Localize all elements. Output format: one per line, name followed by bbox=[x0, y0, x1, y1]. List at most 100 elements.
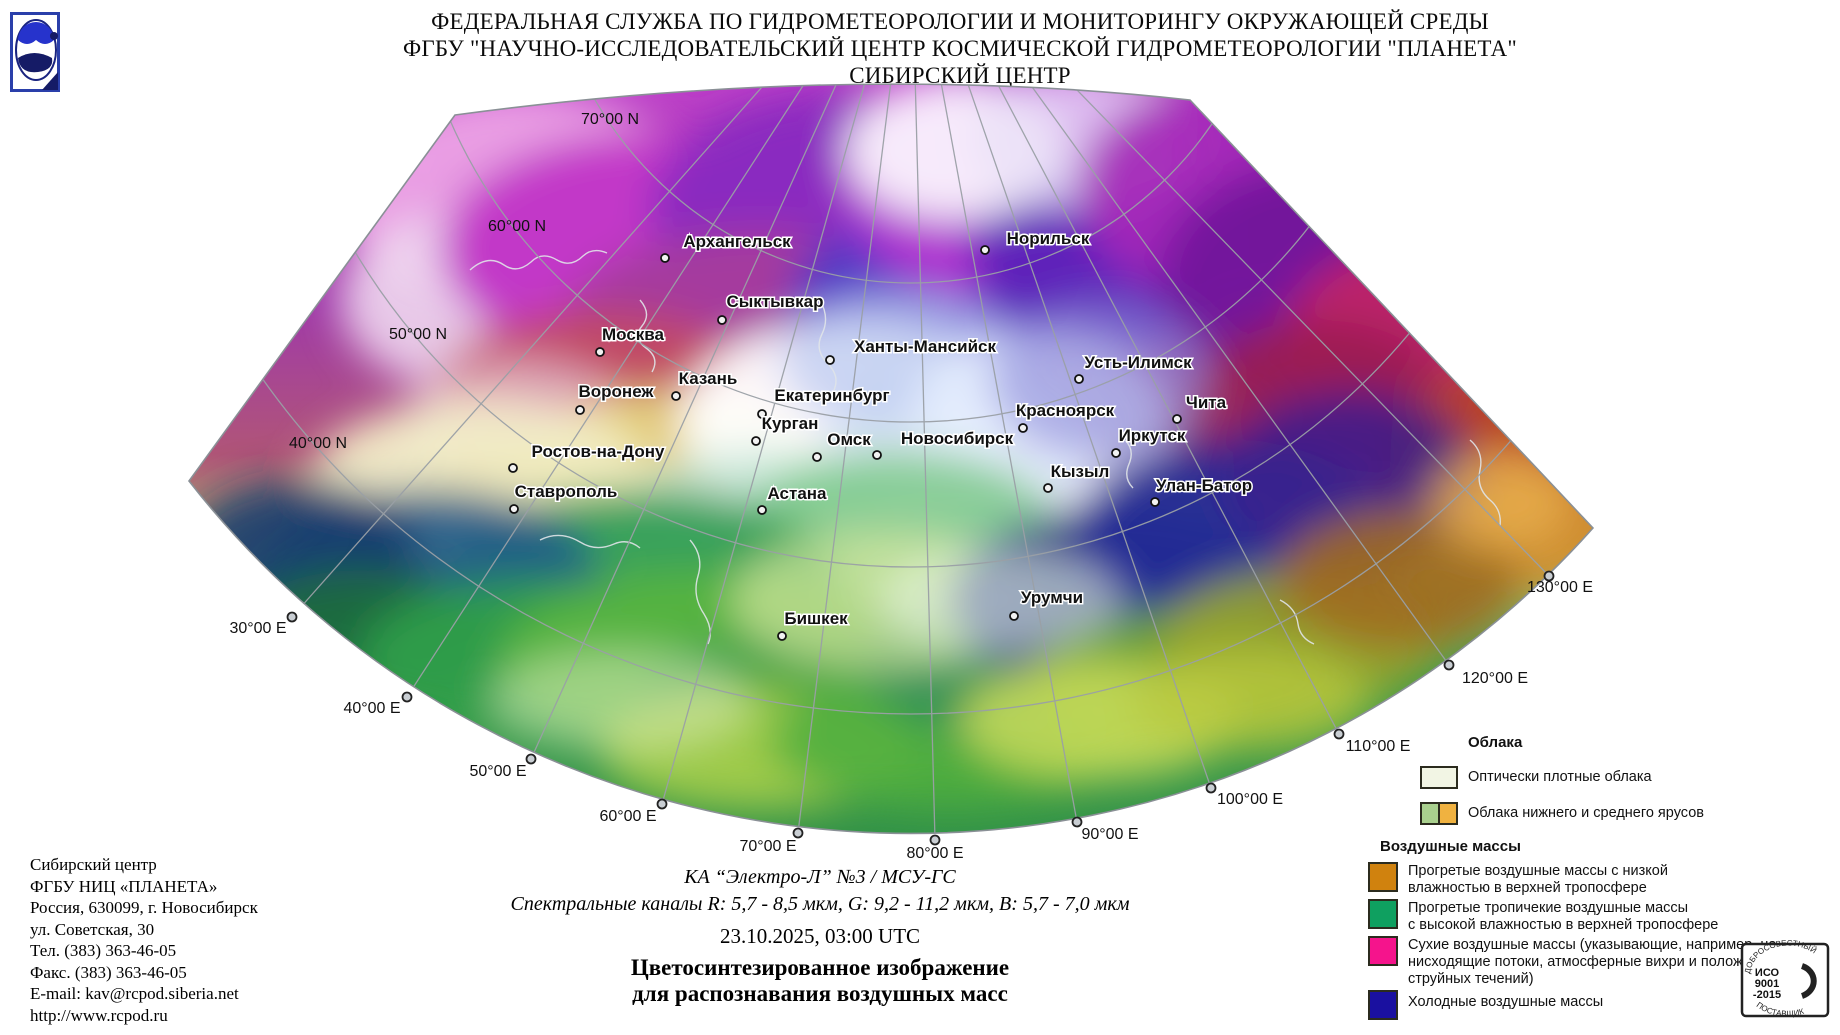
longitude-label: 110°00 E bbox=[1346, 738, 1411, 755]
graticule-tick-marker bbox=[1443, 659, 1455, 671]
longitude-label: 100°00 E bbox=[1217, 791, 1283, 808]
city-marker-Омск[interactable] bbox=[812, 452, 822, 462]
city-label-Казань: Казань bbox=[679, 369, 738, 388]
parallel-line bbox=[546, 84, 1276, 284]
city-marker-Усть-Илимск[interactable] bbox=[1074, 374, 1084, 384]
logo-globe bbox=[18, 22, 54, 44]
city-marker-Бишкек[interactable] bbox=[777, 631, 787, 641]
product-title-line1: Цветосинтезированное изображение bbox=[630, 955, 1010, 980]
city-label-Ханты-Мансийск: Ханты-Мансийск bbox=[854, 337, 996, 356]
legend-label-low-clouds: Облака нижнего и среднего ярусов bbox=[1468, 805, 1704, 821]
datetime-utc: 23.10.2025, 03:00 UTC bbox=[719, 924, 921, 948]
city-marker-Чита[interactable] bbox=[1172, 414, 1182, 424]
latitude-label: 70°00 N bbox=[581, 111, 639, 128]
graticule-tick-marker bbox=[929, 834, 941, 846]
planeta-logo bbox=[10, 12, 60, 97]
city-marker-Ростов-на-Дону[interactable] bbox=[508, 463, 518, 473]
city-label-Москва: Москва bbox=[602, 325, 665, 344]
latitude-label: 60°00 N bbox=[488, 218, 546, 235]
longitude-label: 130°00 E bbox=[1527, 579, 1593, 596]
longitude-label: 40°00 E bbox=[343, 700, 400, 717]
graticule-tick-marker bbox=[1205, 782, 1217, 794]
legend-label-dense-clouds: Оптически плотные облака bbox=[1468, 769, 1652, 785]
meridian-line bbox=[530, 84, 850, 760]
city-label-Чита: Чита bbox=[1186, 393, 1227, 412]
city-label-Екатеринбург: Екатеринбург bbox=[774, 386, 889, 405]
graticule-tick-marker bbox=[1543, 570, 1555, 582]
parallel-line bbox=[262, 84, 1560, 568]
city-label-Кызыл: Кызыл bbox=[1051, 462, 1110, 481]
legend-swatch-tropical-air bbox=[1368, 899, 1398, 929]
city-marker-Москва[interactable] bbox=[595, 347, 605, 357]
city-label-Усть-Илимск: Усть-Илимск bbox=[1084, 353, 1192, 372]
city-marker-Екатеринбург[interactable] bbox=[757, 409, 767, 419]
legend-clouds-title: Облака bbox=[1468, 734, 1523, 751]
legend-label-cold-air: Холодные воздушные массы bbox=[1408, 994, 1604, 1010]
city-marker-Ставрополь[interactable] bbox=[509, 504, 519, 514]
header-line-2: ФГБУ "НАУЧНО-ИССЛЕДОВАТЕЛЬСКИЙ ЦЕНТР КОС… bbox=[403, 36, 1517, 61]
contact-line: Факс. (383) 363-46-05 bbox=[30, 962, 187, 982]
longitude-label: 70°00 E bbox=[739, 838, 796, 855]
city-marker-Кызыл[interactable] bbox=[1043, 483, 1053, 493]
city-marker-Воронеж[interactable] bbox=[575, 405, 585, 415]
contact-line: ФГБУ НИЦ «ПЛАНЕТА» bbox=[30, 876, 218, 896]
city-marker-Астана[interactable] bbox=[757, 505, 767, 515]
contact-website[interactable]: http://www.rcpod.ru bbox=[30, 1005, 168, 1025]
logo-corner-wedge bbox=[42, 72, 58, 90]
latitude-label: 50°00 N bbox=[389, 326, 447, 343]
longitude-label: 120°00 E bbox=[1462, 670, 1528, 687]
city-marker-Казань[interactable] bbox=[671, 391, 681, 401]
graticule-tick-marker bbox=[401, 691, 413, 703]
logo-swoosh bbox=[18, 53, 53, 73]
city-label-Курган: Курган bbox=[762, 414, 819, 433]
city-marker-Норильск[interactable] bbox=[980, 245, 990, 255]
graticule-grid bbox=[189, 84, 1593, 834]
city-marker-Иркутск[interactable] bbox=[1111, 448, 1121, 458]
city-marker-Сыктывкар[interactable] bbox=[717, 315, 727, 325]
meridian-line bbox=[797, 84, 894, 834]
longitude-label: 30°00 E bbox=[229, 620, 286, 637]
longitude-label: 90°00 E bbox=[1081, 826, 1138, 843]
city-marker-Курган[interactable] bbox=[751, 436, 761, 446]
legend-label-warm-dry-air: Прогретые воздушные массы с низкой влажн… bbox=[1408, 863, 1668, 896]
iso-9001-stamp: ДОБРОСОВЕСТНЫЙ ИСО 9001 -2015 ПОСТАВЩИК bbox=[1740, 938, 1832, 1023]
logo-satellite-dot bbox=[50, 32, 58, 40]
legend-swatch-low-clouds-a bbox=[1420, 802, 1439, 825]
longitude-label: 50°00 E bbox=[469, 763, 526, 780]
city-label-Воронеж: Воронеж bbox=[579, 382, 655, 401]
legend-air-title: Воздушные массы bbox=[1380, 838, 1521, 855]
contact-email[interactable]: E-mail: kav@rcpod.siberia.net bbox=[30, 984, 239, 1003]
legend-swatch-cold-air bbox=[1368, 990, 1398, 1020]
city-label-Норильск: Норильск bbox=[1007, 229, 1090, 248]
city-marker-Красноярск[interactable] bbox=[1018, 423, 1028, 433]
contact-block: Сибирский центр ФГБУ НИЦ «ПЛАНЕТА» Росси… bbox=[30, 854, 258, 1026]
graticule-tick-marker bbox=[1071, 816, 1083, 828]
stamp-frame bbox=[1740, 942, 1830, 1018]
meridian-line bbox=[661, 84, 871, 805]
city-marker-Улан-Батор[interactable] bbox=[1150, 497, 1160, 507]
contact-line: ул. Советская, 30 bbox=[30, 919, 155, 939]
coastlines bbox=[469, 249, 1501, 645]
legend-swatch-dry-air bbox=[1368, 936, 1398, 966]
graticule-tick-marker bbox=[656, 798, 668, 810]
city-label-Новосибирск: Новосибирск bbox=[901, 429, 1014, 448]
meridian-line bbox=[998, 84, 1450, 666]
city-marker-Ханты-Мансийск[interactable] bbox=[825, 355, 835, 365]
city-label-Омск: Омск bbox=[827, 430, 871, 449]
header: ФЕДЕРАЛЬНАЯ СЛУЖБА ПО ГИДРОМЕТЕОРОЛОГИИ … bbox=[200, 8, 1720, 89]
meridian-line bbox=[937, 84, 1078, 823]
latitude-label: 40°00 N bbox=[289, 435, 347, 452]
map-outline bbox=[187, 83, 1595, 835]
city-marker-Архангельск[interactable] bbox=[660, 253, 670, 263]
city-label-Астана: Астана bbox=[767, 484, 827, 503]
contact-line: Сибирский центр bbox=[30, 855, 157, 874]
city-marker-Урумчи[interactable] bbox=[1009, 611, 1019, 621]
city-label-Красноярск: Красноярск bbox=[1016, 401, 1115, 420]
meridian-line bbox=[959, 84, 1212, 789]
legend-swatch-dense-clouds bbox=[1420, 766, 1458, 789]
city-marker-Новосибирск[interactable] bbox=[872, 450, 882, 460]
city-label-Урумчи: Урумчи bbox=[1021, 588, 1083, 607]
logo-orbit-ring bbox=[15, 19, 57, 81]
